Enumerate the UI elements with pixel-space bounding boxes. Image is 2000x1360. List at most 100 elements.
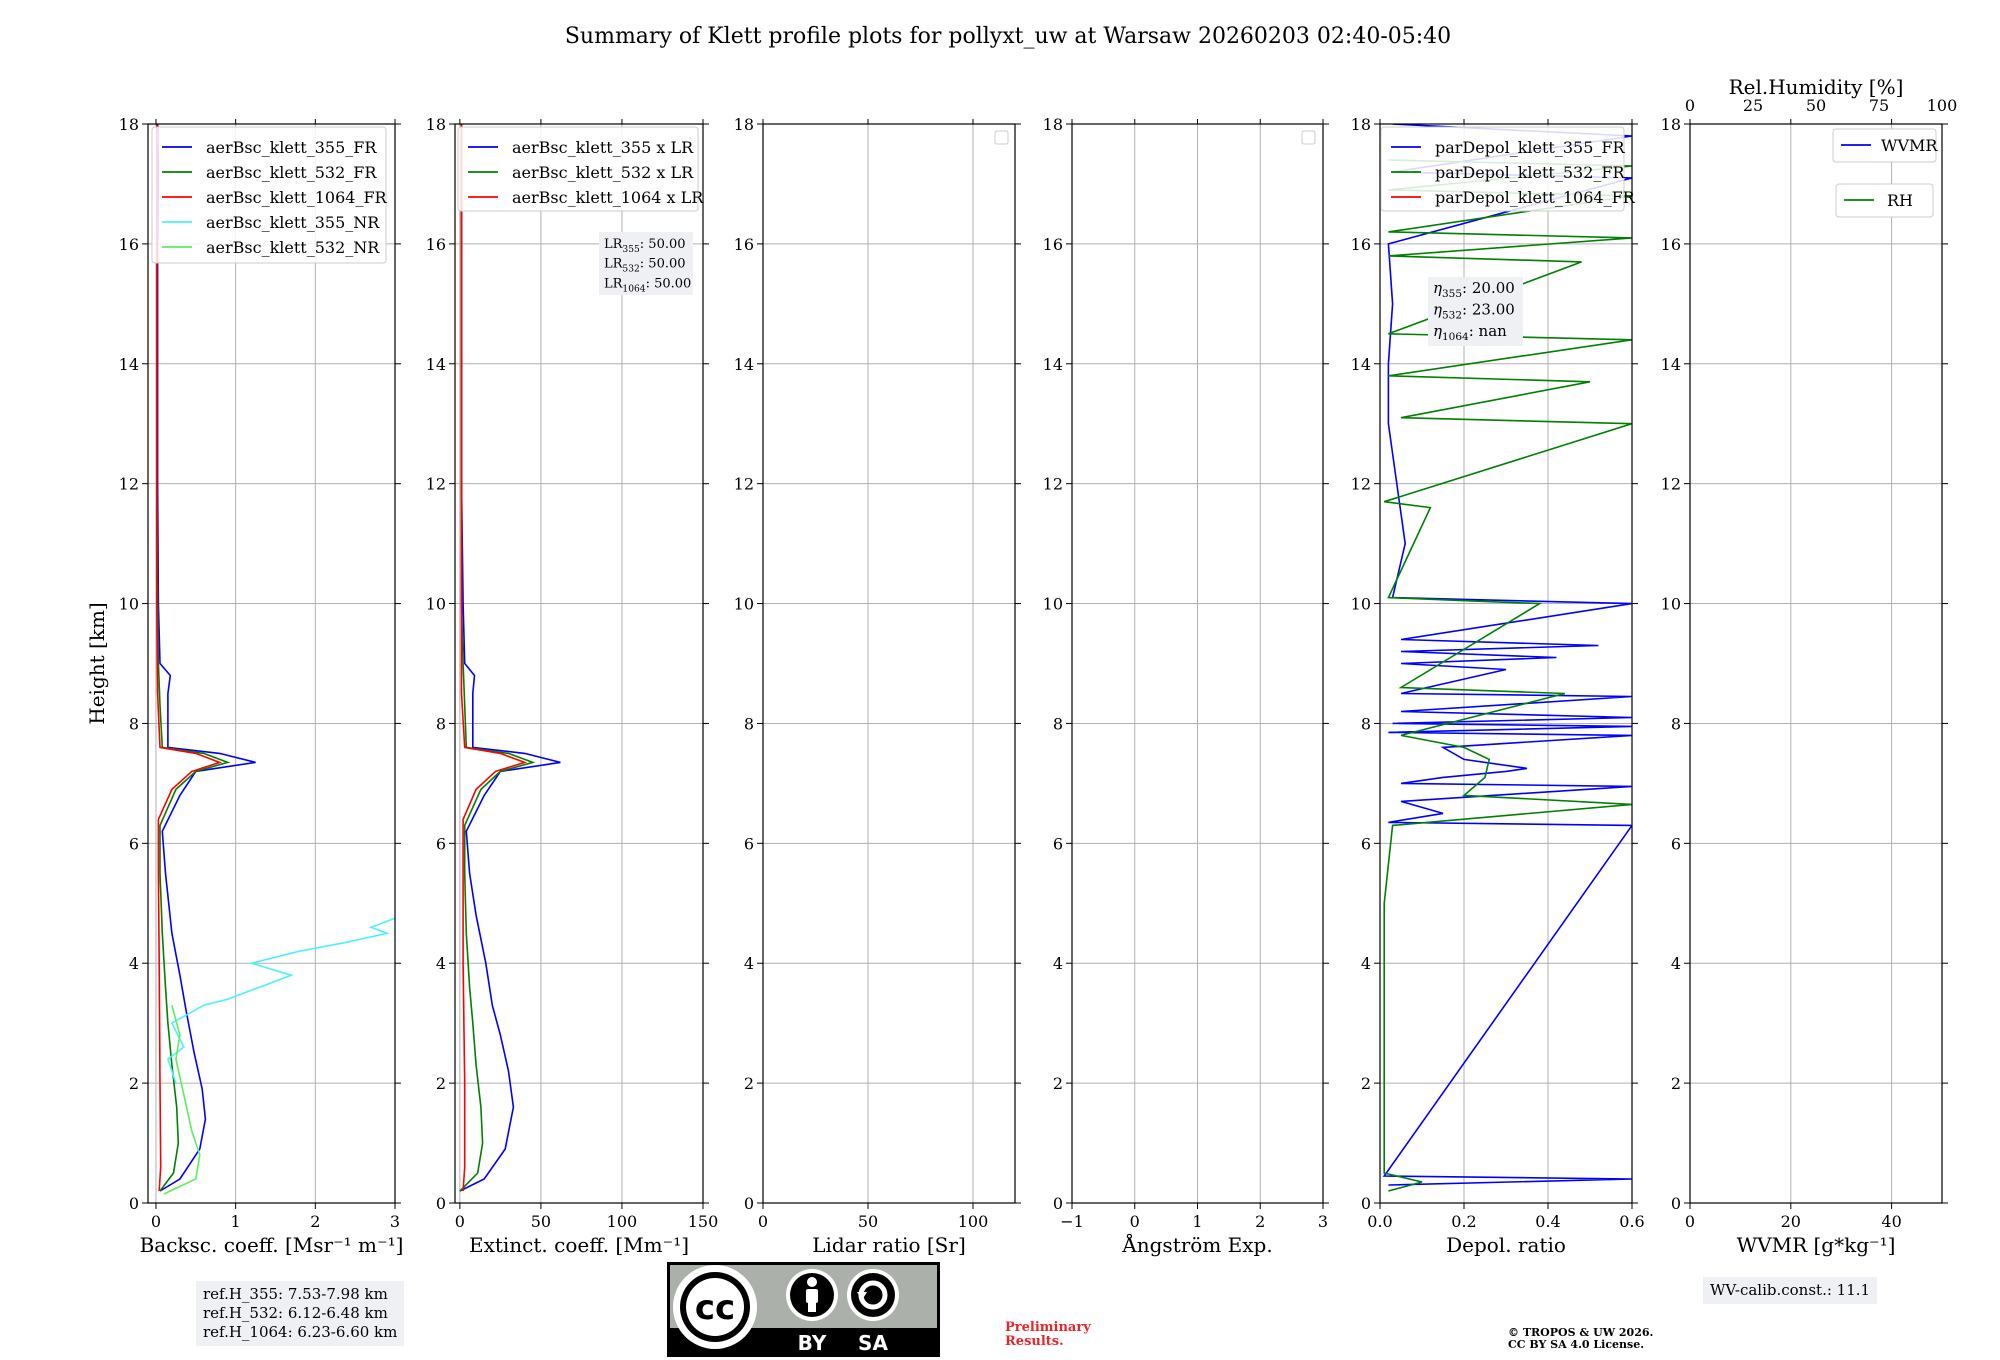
y-tick-label: 16 — [1351, 235, 1371, 254]
legend-label: parDepol_klett_355_FR — [1435, 138, 1626, 157]
series-line-aerBsc_klett_532_NR — [163, 1004, 201, 1195]
y-tick-label: 18 — [426, 115, 446, 134]
y-tick-label: 0 — [1671, 1194, 1681, 1213]
y-tick-label: 0 — [1053, 1194, 1063, 1213]
y-tick-label: 14 — [1661, 355, 1681, 374]
annotation-line: LR1064: 50.00 — [604, 276, 691, 294]
copyright-line-1: © TROPOS & UW 2026. — [1508, 1326, 1654, 1339]
figure-title: Summary of Klett profile plots for polly… — [565, 24, 1451, 49]
preliminary-results-note: Preliminary Results. — [1005, 1321, 1091, 1349]
annotation-value: : 50.00 — [646, 276, 692, 291]
series-line-parDepol_klett_532_FR — [1383, 159, 1632, 1192]
y-tick-label: 6 — [1361, 834, 1371, 853]
annotation-value: : 20.00 — [1462, 279, 1515, 297]
legend-label: aerBsc_klett_1064_FR — [206, 188, 388, 207]
legend-label: parDepol_klett_1064_FR — [1435, 188, 1636, 207]
empty-legend — [994, 130, 1009, 145]
top-x-axis-label: Rel.Humidity [%] — [1729, 75, 1904, 99]
legend-box — [151, 126, 387, 264]
legend-label: aerBsc_klett_355_FR — [206, 138, 377, 157]
annotation-subscript: 532 — [622, 265, 639, 275]
x-tick-label: 150 — [688, 1212, 719, 1231]
by-person-icon — [806, 1277, 818, 1312]
annotation-base: LR — [604, 257, 624, 272]
x-axis-label: Backsc. coeff. [Msr⁻¹ m⁻¹] — [140, 1233, 404, 1257]
legend-label: aerBsc_klett_1064 x LR — [512, 188, 704, 207]
legend-box — [1380, 126, 1625, 212]
y-tick-label: 10 — [1351, 595, 1371, 614]
annotation-subscript: 355 — [622, 245, 640, 255]
axes-frame — [762, 123, 1016, 1204]
y-tick-label: 4 — [744, 954, 754, 973]
annotation-line: η532: 23.00 — [1433, 301, 1515, 322]
y-tick-label: 2 — [129, 1074, 139, 1093]
y-tick-label: 14 — [734, 355, 754, 374]
y-tick-label: 12 — [426, 475, 446, 494]
legend-label: RH — [1887, 191, 1913, 210]
cc-text: cc — [695, 1288, 735, 1328]
series-line-aerBsc_klett_355_FR — [156, 124, 256, 1192]
y-axis-label: Height [km] — [85, 602, 109, 724]
panel-6: 0 20 40 0 2 4 6 8 10 12 14 16 18 WVMR [g*kg⁻¹] 0 25 50 75… — [1661, 75, 1958, 1257]
legend-box — [457, 126, 699, 212]
y-tick-label: 12 — [1661, 475, 1681, 494]
series-line-aerBsc_klett_532 x LR — [459, 124, 536, 1192]
y-tick-label: 14 — [1043, 355, 1063, 374]
x-tick-label: 40 — [1881, 1212, 1901, 1231]
legend-label: aerBsc_klett_355_NR — [206, 213, 380, 232]
annotation-value: : 50.00 — [640, 237, 686, 252]
series-line-aerBsc_klett_532_FR — [156, 124, 231, 1192]
annotation-base: LR — [604, 237, 624, 252]
x-tick-label: 2 — [1255, 1212, 1265, 1231]
y-tick-label: 0 — [744, 1194, 754, 1213]
annotation-subscript: 355 — [1442, 288, 1462, 300]
x-axis-label: Lidar ratio [Sr] — [812, 1233, 966, 1257]
y-tick-label: 12 — [1043, 475, 1063, 494]
y-tick-label: 6 — [1053, 834, 1063, 853]
y-tick-label: 18 — [734, 115, 754, 134]
annotation-value: : 23.00 — [1462, 301, 1515, 319]
legend-label: aerBsc_klett_355 x LR — [512, 138, 694, 157]
annotation-base: LR — [604, 276, 624, 291]
panel-3: 0 50 100 0 2 4 6 8 10 12 14 16 18 Lidar ratio [Sr] — [734, 115, 1021, 1257]
y-tick-label: 16 — [734, 235, 754, 254]
panel-2: 0 50 100 150 0 2 4 6 8 10 12 14 16 18 Extinct. coeff. … — [426, 115, 719, 1257]
preliminary-line-2: Results. — [1005, 1334, 1064, 1349]
x-tick-label: 100 — [607, 1212, 638, 1231]
annotation-value: : 50.00 — [640, 257, 686, 272]
x-tick-label: 0 — [758, 1212, 768, 1231]
y-tick-label: 6 — [744, 834, 754, 853]
annotation-line: η1064: nan — [1433, 322, 1507, 343]
y-tick-label: 14 — [119, 355, 139, 374]
axes-frame — [147, 123, 396, 1204]
annotation-subscript: 1064 — [1442, 331, 1469, 343]
x-tick-label: 20 — [1781, 1212, 1801, 1231]
y-tick-label: 0 — [129, 1194, 139, 1213]
copyright-line-2: CC BY SA 4.0 License. — [1508, 1338, 1645, 1351]
by-text: BY — [798, 1331, 827, 1355]
top-x-tick-label: 25 — [1743, 96, 1763, 115]
series-group — [1382, 124, 1632, 1192]
y-tick-label: 16 — [1043, 235, 1063, 254]
y-tick-label: 4 — [1053, 954, 1063, 973]
x-tick-label: 100 — [958, 1212, 989, 1231]
x-tick-label: 1 — [1192, 1212, 1202, 1231]
annotation-base: η — [1433, 322, 1442, 340]
x-tick-label: 0.4 — [1535, 1212, 1560, 1231]
y-tick-label: 8 — [129, 714, 139, 733]
y-tick-label: 8 — [1361, 714, 1371, 733]
axes-frame — [1689, 123, 1943, 1204]
preliminary-line-1: Preliminary — [1005, 1320, 1091, 1335]
x-axis-label: Extinct. coeff. [Mm⁻¹] — [469, 1233, 689, 1257]
cc-by-sa-badge: cc BY SA — [667, 1262, 940, 1357]
x-axis-label: Depol. ratio — [1446, 1233, 1566, 1257]
x-tick-label: 0 — [455, 1212, 465, 1231]
x-tick-label: 0 — [1685, 1212, 1695, 1231]
series-group — [156, 124, 395, 1195]
reference-heights-box: ref.H_355: 7.53-7.98 km ref.H_532: 6.12-… — [196, 1281, 405, 1346]
y-tick-label: 16 — [426, 235, 446, 254]
annotation-base: η — [1433, 279, 1442, 297]
y-tick-label: 6 — [436, 834, 446, 853]
